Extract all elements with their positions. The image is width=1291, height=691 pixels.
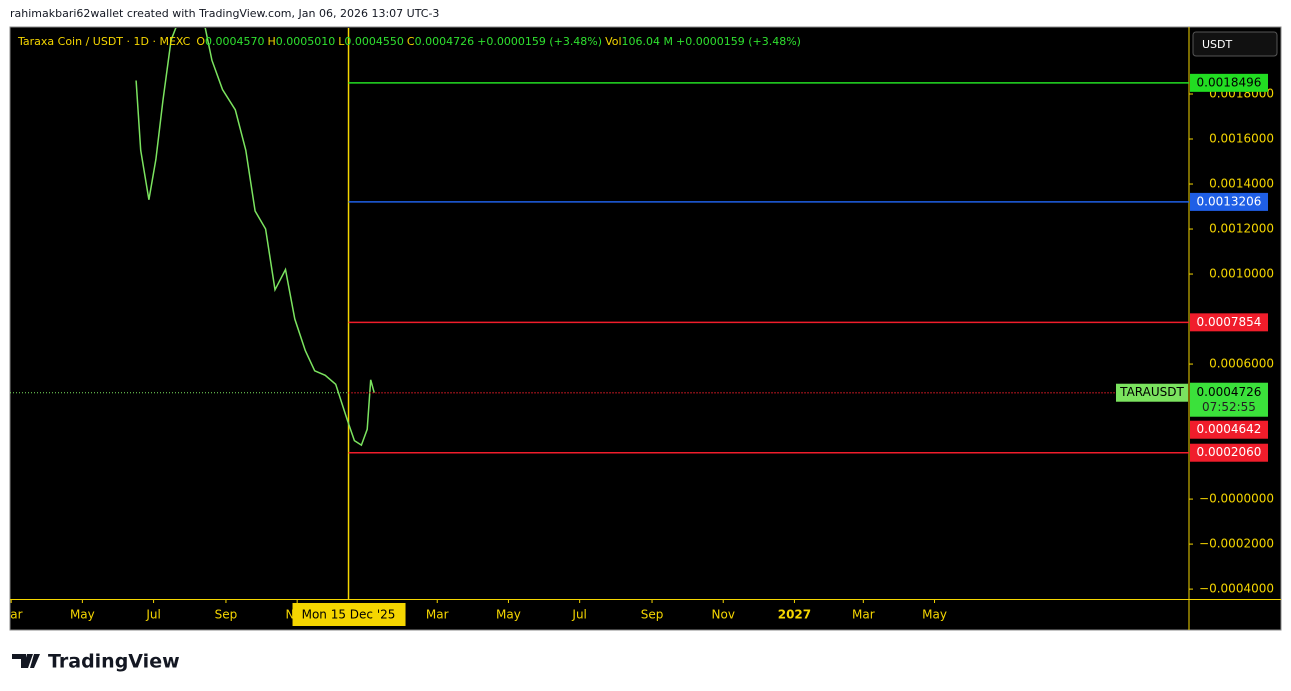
- legend-text: O: [196, 35, 205, 48]
- footer-brand: TradingView: [48, 651, 180, 673]
- legend-text: 0.0005010: [275, 35, 336, 48]
- tradingview-logo: TradingView: [12, 651, 180, 673]
- x-tick-label: Sep: [641, 608, 664, 622]
- level-label: 0.0002060: [1197, 445, 1262, 459]
- x-tick-label: Nov: [712, 608, 735, 622]
- y-tick-label: −0.0004000: [1199, 582, 1274, 596]
- x-tick-label: Sep: [215, 608, 238, 622]
- y-tick-label: −0.0002000: [1199, 537, 1274, 551]
- legend-text: H: [267, 35, 276, 48]
- last-price-label: 0.0004726: [1197, 385, 1262, 399]
- plot-area: [10, 28, 1189, 599]
- y-tick-label: 0.0010000: [1209, 267, 1274, 281]
- level-label-box: [1190, 313, 1268, 332]
- countdown: 07:52:55: [1202, 400, 1256, 414]
- y-tick-label: 0.0014000: [1209, 177, 1274, 191]
- last-price-box: [1190, 382, 1268, 417]
- symbol-tag-box: [1116, 383, 1188, 402]
- legend-text: 106.04 M: [621, 35, 674, 48]
- x-tick-label: Mar: [0, 608, 23, 622]
- legend-text: Vol: [605, 35, 622, 48]
- level-label: 0.0013206: [1197, 194, 1262, 208]
- legend-text: L: [338, 35, 345, 48]
- legend-text: C: [406, 35, 415, 48]
- currency-button[interactable]: [1192, 31, 1278, 57]
- x-tick-label: Jul: [145, 608, 160, 622]
- x-tick-label: May: [922, 608, 947, 622]
- level-label: 0.0018496: [1197, 75, 1262, 89]
- extra-price-label: 0.0004642: [1197, 422, 1262, 436]
- logo-icon: [12, 654, 40, 668]
- extra-price-box: [1190, 420, 1268, 439]
- x-tick-label: Jul: [571, 608, 586, 622]
- y-tick-label: −0.0000000: [1199, 492, 1274, 506]
- price-line: [135, 28, 375, 447]
- y-tick-label: 0.0006000: [1209, 357, 1274, 371]
- legend-text: Taraxa Coin / USDT · 1D · MEXC: [18, 35, 191, 48]
- header: rahimakbari62wallet created with Trading…: [10, 7, 439, 20]
- level-label: 0.0007854: [1197, 315, 1262, 329]
- y-tick-label: 0.0012000: [1209, 222, 1274, 236]
- legend-text: +0.0000159 (+3.48%): [477, 35, 603, 48]
- legend-text: 0.0004550: [344, 35, 404, 48]
- currency-label[interactable]: USDT: [1202, 38, 1233, 51]
- level-label-box: [1190, 192, 1268, 211]
- x-tick-label: 2027: [778, 608, 811, 622]
- x-tick-label: Mar: [426, 608, 449, 622]
- x-tick-label: May: [70, 608, 95, 622]
- crosshair-label-box: [292, 603, 406, 626]
- y-tick-label: 0.0016000: [1209, 132, 1274, 146]
- legend: Taraxa Coin / USDT · 1D · MEXC O0.0004570…: [18, 35, 804, 48]
- x-tick-label: Mar: [852, 608, 875, 622]
- legend-text: +0.0000159 (+3.48%): [676, 35, 801, 48]
- x-tick-label: May: [496, 608, 521, 622]
- chart-frame: [9, 26, 1282, 631]
- crosshair-label: Mon 15 Dec '25: [302, 608, 396, 622]
- symbol-tag: TARAUSDT: [1119, 385, 1184, 399]
- level-label-box: [1190, 443, 1268, 462]
- legend-text: 0.0004726: [414, 35, 475, 48]
- level-label-box: [1190, 73, 1268, 92]
- legend-text: 0.0004570: [205, 35, 265, 48]
